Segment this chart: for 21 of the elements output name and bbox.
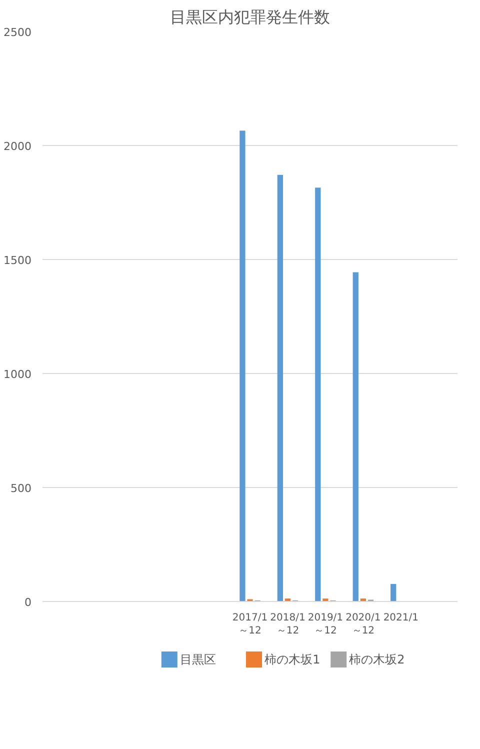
- bar: [390, 584, 396, 602]
- x-tick-label: 2021/1: [383, 612, 419, 624]
- y-tick-label: 2000: [4, 140, 32, 153]
- x-tick-label: 2019/1 ～12: [308, 612, 344, 637]
- bar: [240, 130, 246, 602]
- bar: [352, 272, 358, 602]
- x-tick-label: 2018/1 ～12: [270, 612, 306, 637]
- x-tick-label: 2020/1 ～12: [346, 612, 381, 637]
- legend-label: 柿の木坂2: [349, 652, 405, 666]
- y-tick-label: 0: [24, 596, 32, 609]
- y-tick-label: 500: [10, 482, 32, 495]
- y-tick-label: 2500: [4, 26, 32, 39]
- legend-label: 目黒区: [180, 652, 216, 666]
- chart-title: 目黒区内犯罪発生件数: [170, 8, 330, 26]
- bar: [277, 174, 284, 602]
- bar: [322, 598, 328, 602]
- y-tick-label: 1500: [4, 254, 32, 267]
- y-tick-label: 1000: [4, 368, 32, 381]
- x-tick-label: 2017/1 ～12: [232, 612, 268, 637]
- bar: [315, 188, 321, 602]
- legend-label: 柿の木坂1: [264, 652, 320, 666]
